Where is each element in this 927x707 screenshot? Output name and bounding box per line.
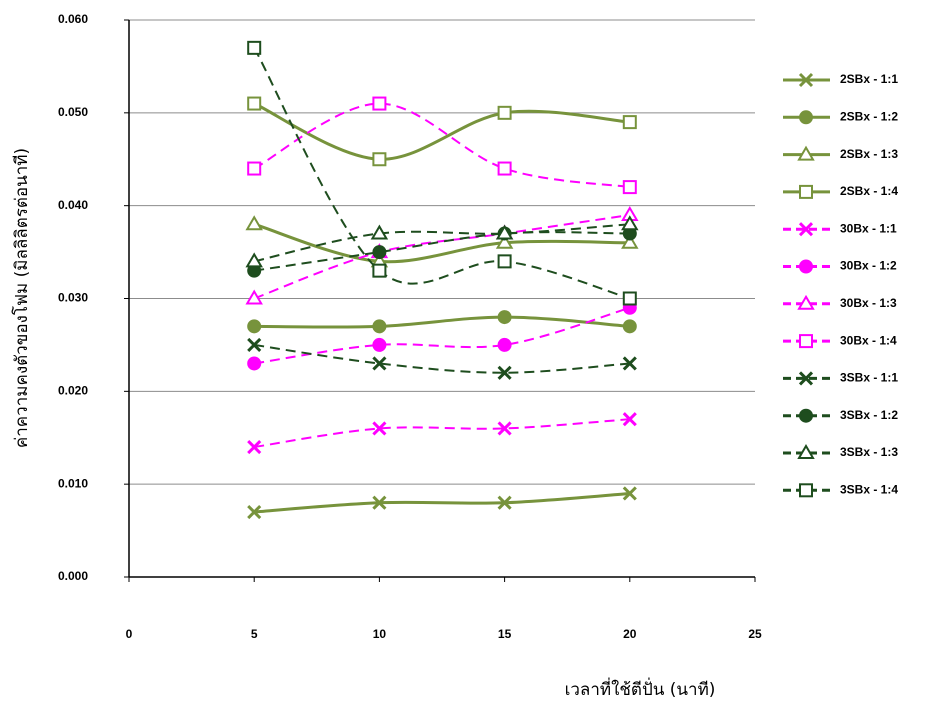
marker <box>499 255 511 267</box>
marker <box>499 163 511 175</box>
series-line <box>254 215 630 299</box>
legend-label: 3SBx - 1:3 <box>840 445 898 459</box>
y-tick-label: 0.030 <box>58 291 88 305</box>
legend-item: 2SBx - 1:3 <box>783 147 898 161</box>
y-tick-label: 0.050 <box>58 105 88 119</box>
legend-item: 3SBx - 1:1 <box>783 371 898 385</box>
marker <box>248 98 260 110</box>
legend-item: 2SBx - 1:1 <box>783 72 898 86</box>
marker <box>373 339 385 351</box>
legend-item: 3SBx - 1:2 <box>783 408 898 422</box>
series-line <box>254 345 630 373</box>
marker <box>248 357 260 369</box>
legend-item: 3SBx - 1:4 <box>783 482 898 496</box>
marker <box>624 293 636 305</box>
legend-item: 30Bx - 1:4 <box>783 333 897 347</box>
marker <box>499 107 511 119</box>
legend-label: 3SBx - 1:4 <box>840 482 898 496</box>
marker <box>499 311 511 323</box>
marker <box>800 261 812 273</box>
legend-item: 3SBx - 1:3 <box>783 445 898 459</box>
y-tick-label: 0.010 <box>58 476 88 490</box>
marker <box>373 98 385 110</box>
legend-label: 30Bx - 1:3 <box>840 296 897 310</box>
series-line <box>254 48 630 299</box>
legend-item: 30Bx - 1:3 <box>783 296 897 310</box>
y-axis-title: ค่าความคงตัวของโฟม (มิลลิลิตรต่อนาที) <box>11 148 32 448</box>
series-line <box>254 493 630 512</box>
x-tick-label: 0 <box>126 627 133 641</box>
legend-label: 3SBx - 1:1 <box>840 371 898 385</box>
marker <box>373 265 385 277</box>
marker <box>247 217 261 229</box>
series-line <box>254 308 630 364</box>
legend-label: 2SBx - 1:4 <box>840 184 898 198</box>
marker <box>248 42 260 54</box>
legend-label: 2SBx - 1:2 <box>840 109 898 123</box>
page: {"chart_data": {"type": "line", "x_label… <box>0 0 927 707</box>
y-tick-label: 0.060 <box>58 12 88 26</box>
marker <box>800 111 812 123</box>
marker <box>624 320 636 332</box>
marker <box>373 153 385 165</box>
marker <box>499 339 511 351</box>
x-tick-label: 15 <box>498 627 512 641</box>
chart: เวลาที่ใช้ตีปั่น (นาที) ค่าความคงตัวของโ… <box>0 0 927 707</box>
legend-item: 2SBx - 1:4 <box>783 184 898 198</box>
marker <box>248 320 260 332</box>
x-axis-title: เวลาที่ใช้ตีปั่น (นาที) <box>565 677 716 700</box>
legend-item: 30Bx - 1:1 <box>783 221 897 235</box>
y-tick-label: 0.020 <box>58 384 88 398</box>
x-tick-label: 25 <box>748 627 762 641</box>
marker <box>800 335 812 347</box>
x-tick-label: 20 <box>623 627 637 641</box>
series-line <box>254 317 630 327</box>
x-tick-label: 10 <box>373 627 387 641</box>
x-tick-label: 5 <box>251 627 258 641</box>
marker <box>800 484 812 496</box>
legend-label: 30Bx - 1:2 <box>840 259 897 273</box>
legend-label: 2SBx - 1:3 <box>840 147 898 161</box>
legend-item: 2SBx - 1:2 <box>783 109 898 123</box>
legend-label: 30Bx - 1:1 <box>840 221 897 235</box>
y-tick-label: 0.040 <box>58 198 88 212</box>
marker <box>373 320 385 332</box>
y-tick-label: 0.000 <box>58 569 88 583</box>
series-line <box>254 419 630 447</box>
marker <box>800 410 812 422</box>
marker <box>624 181 636 193</box>
marker <box>373 246 385 258</box>
legend-item: 30Bx - 1:2 <box>783 259 897 273</box>
series-line <box>254 104 630 188</box>
legend-label: 2SBx - 1:1 <box>840 72 898 86</box>
marker <box>624 116 636 128</box>
legend-label: 30Bx - 1:4 <box>840 333 897 347</box>
legend-label: 3SBx - 1:2 <box>840 408 898 422</box>
series-line <box>254 232 630 271</box>
marker <box>248 163 260 175</box>
marker <box>800 186 812 198</box>
